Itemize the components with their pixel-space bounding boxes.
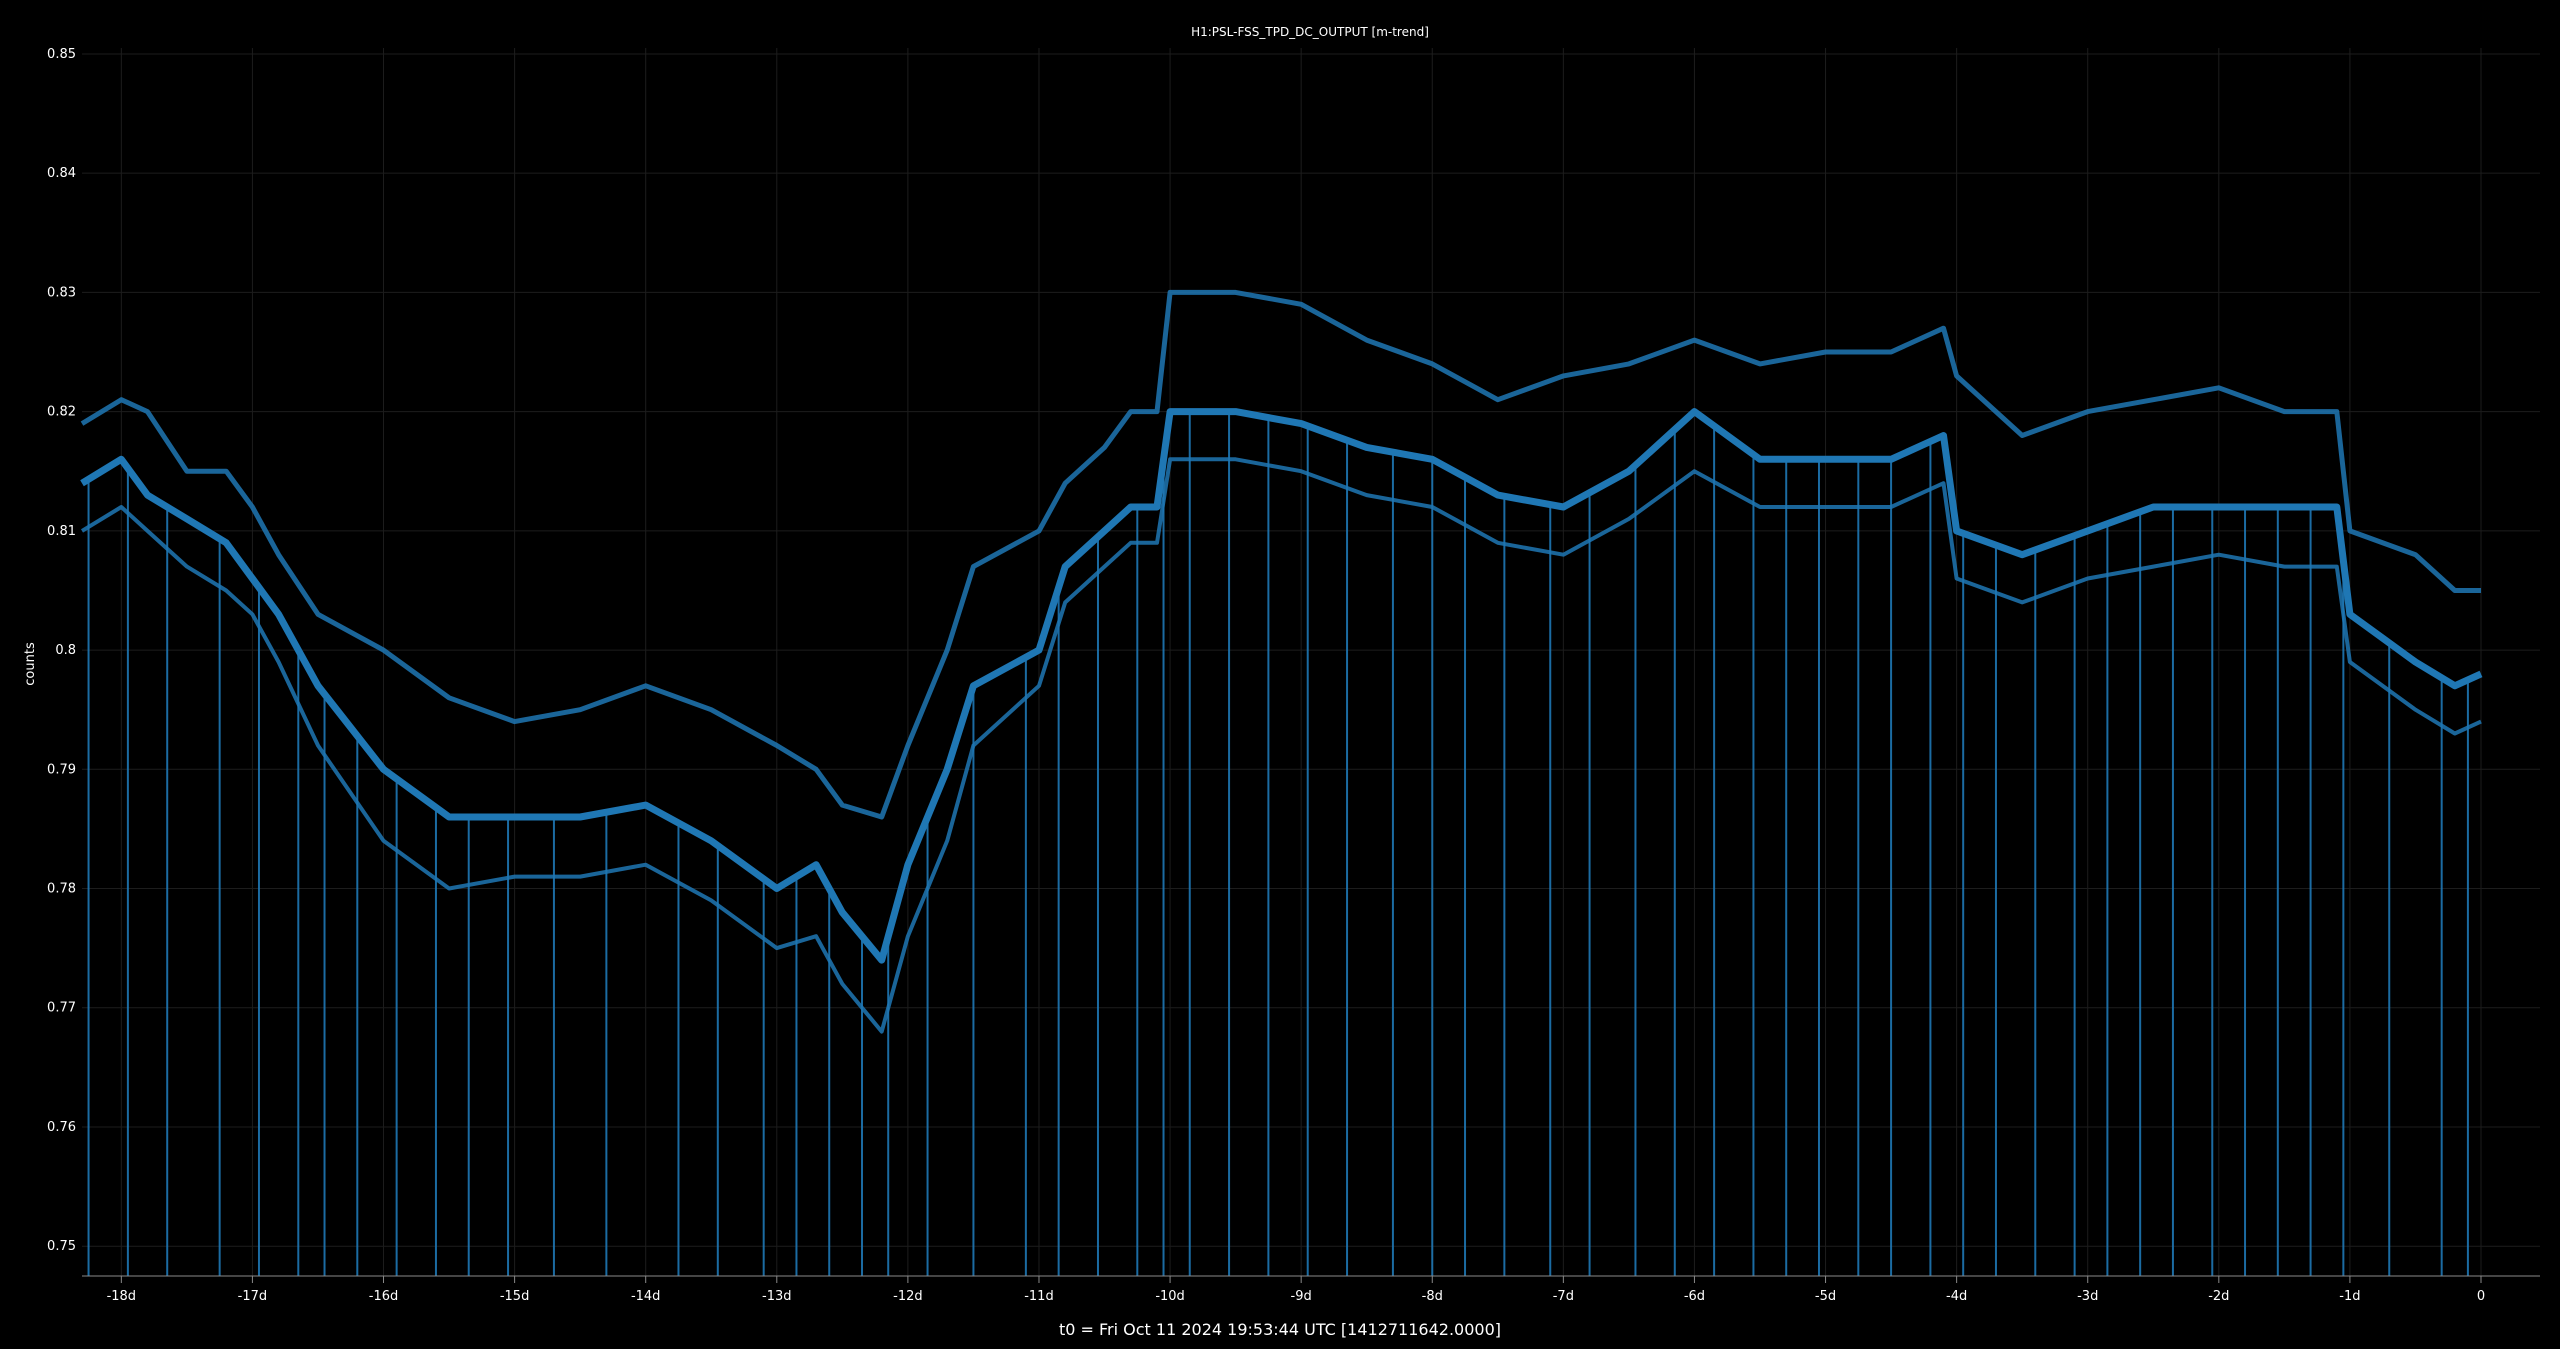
series-line-min bbox=[80, 457, 2482, 1034]
y-tick-label: 0.83 bbox=[47, 285, 76, 300]
x-axis-label: t0 = Fri Oct 11 2024 19:53:44 UTC [14127… bbox=[1059, 1320, 1501, 1339]
axes-layer bbox=[82, 1275, 2540, 1283]
chart-title: H1:PSL-FSS_TPD_DC_OUTPUT [m-trend] bbox=[1191, 25, 1429, 39]
spike-layer bbox=[87, 411, 2469, 1276]
x-tick-label: -3d bbox=[2077, 1289, 2098, 1304]
x-tick-label: -11d bbox=[1024, 1289, 1054, 1304]
y-tick-label: 0.75 bbox=[47, 1239, 76, 1254]
y-tick-label: 0.8 bbox=[55, 643, 76, 658]
x-tick-label: -10d bbox=[1155, 1289, 1185, 1304]
x-tick-label: -8d bbox=[1422, 1289, 1443, 1304]
x-tick-labels: -18d -17d -16d -15d -14d -13d -12d -11d -10d -9d -… bbox=[107, 1289, 2486, 1304]
y-tick-label: 0.81 bbox=[47, 524, 76, 539]
x-tick-label: -5d bbox=[1815, 1289, 1836, 1304]
series-line-mean bbox=[80, 408, 2483, 964]
x-tick-label: -18d bbox=[107, 1289, 137, 1304]
x-tick-label: -13d bbox=[762, 1289, 792, 1304]
x-tick-label: -1d bbox=[2339, 1289, 2360, 1304]
y-axis-label: counts bbox=[23, 642, 38, 686]
x-tick-label: -4d bbox=[1946, 1289, 1967, 1304]
y-tick-label: 0.82 bbox=[47, 405, 76, 420]
x-tick-label: -2d bbox=[2208, 1289, 2229, 1304]
x-tick-label: -15d bbox=[500, 1289, 530, 1304]
x-tick-label: -7d bbox=[1553, 1289, 1574, 1304]
y-tick-label: 0.84 bbox=[47, 166, 76, 181]
x-tick-label: -14d bbox=[631, 1289, 661, 1304]
x-tick-label: -6d bbox=[1684, 1289, 1705, 1304]
y-tick-label: 0.78 bbox=[47, 882, 76, 897]
y-tick-label: 0.79 bbox=[47, 762, 76, 777]
x-tick-label: -16d bbox=[369, 1289, 399, 1304]
y-tick-label: 0.85 bbox=[47, 47, 76, 62]
series-line-max bbox=[80, 289, 2481, 820]
x-tick-label: -9d bbox=[1291, 1289, 1312, 1304]
y-tick-label: 0.77 bbox=[47, 1001, 76, 1016]
x-tick-label: 0 bbox=[2477, 1289, 2485, 1304]
y-tick-label: 0.76 bbox=[47, 1120, 76, 1135]
y-tick-labels: 0.75 0.76 0.77 0.78 0.79 0.8 0.81 0.82 0.83 0.84 0… bbox=[47, 47, 76, 1254]
x-tick-label: -12d bbox=[893, 1289, 923, 1304]
x-tick-label: -17d bbox=[238, 1289, 268, 1304]
series-layer bbox=[80, 289, 2483, 1034]
